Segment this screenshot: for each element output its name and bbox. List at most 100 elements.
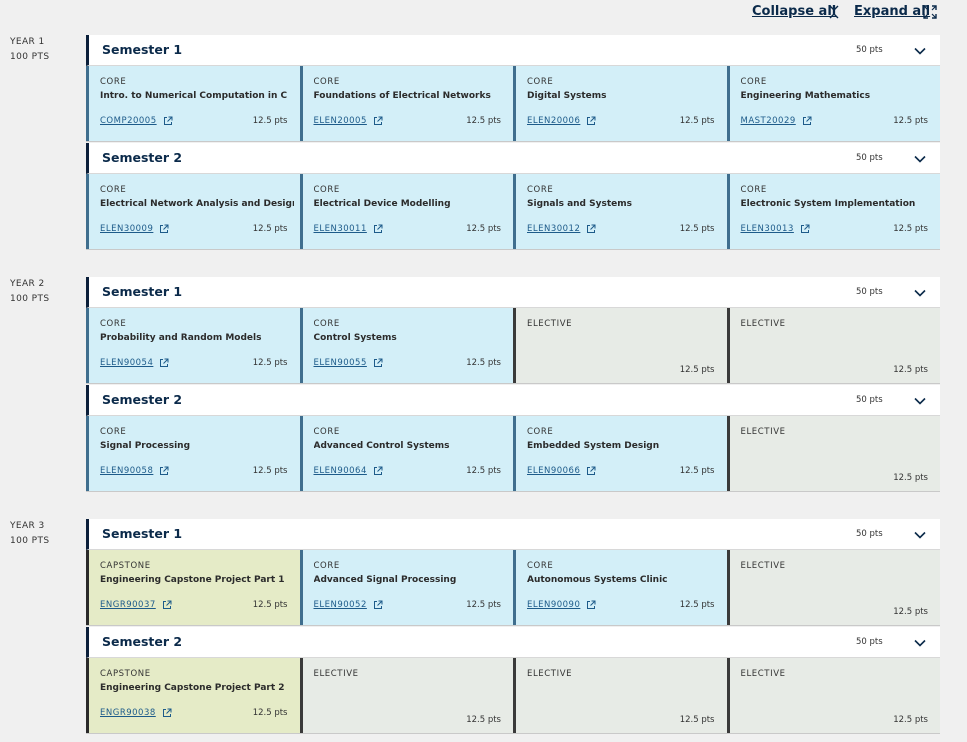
subject-name: Electrical Network Analysis and Design <box>100 199 294 209</box>
subject-points: 12.5 pts <box>679 466 715 476</box>
subject-type: CORE <box>313 185 340 195</box>
subject-code-link[interactable]: ENGR90037 <box>100 600 156 610</box>
subject-card-core[interactable]: CORE Signals and Systems ELEN30012 12.5 pts <box>513 174 727 249</box>
subject-card-core[interactable]: CORE Control Systems ELEN90055 12.5 pts <box>299 308 513 383</box>
subject-card-core[interactable]: CORE Intro. to Numerical Computation in C… <box>86 66 300 141</box>
subject-points: 12.5 pts <box>893 715 928 725</box>
subject-code-link[interactable]: ELEN90055 <box>313 358 367 368</box>
subject-name: Advanced Signal Processing <box>313 575 457 585</box>
subject-name: Embedded System Design <box>527 441 660 451</box>
subject-card-core[interactable]: CORE Advanced Signal Processing ELEN90052 1… <box>299 550 513 625</box>
subject-card-core[interactable]: CORE Foundations of Electrical Networks EL… <box>299 66 513 141</box>
chevron-down-icon[interactable] <box>913 394 927 408</box>
subject-card-core[interactable]: CORE Embedded System Design ELEN90066 12.5 … <box>513 416 727 491</box>
subject-name: Foundations of Electrical Networks <box>313 91 491 101</box>
subject-code-link[interactable]: ELEN30009 <box>100 224 154 234</box>
external-link-icon[interactable] <box>373 116 383 126</box>
year-points: 100 PTS <box>10 52 50 62</box>
subject-card-core[interactable]: CORE Digital Systems ELEN20006 12.5 pts <box>513 66 727 141</box>
semester-header[interactable]: Semester 2 50 pts <box>86 143 940 174</box>
year-label: YEAR 3 100 PTS <box>10 519 49 549</box>
chevron-down-icon[interactable] <box>913 152 927 166</box>
external-link-icon[interactable] <box>159 224 169 234</box>
year-title: YEAR 3 <box>10 521 45 531</box>
subject-card-core[interactable]: CORE Electrical Network Analysis and Desi… <box>86 174 300 249</box>
semester-header[interactable]: Semester 2 50 pts <box>86 627 940 658</box>
subject-card-elective: ELECTIVE 12.5 pts <box>513 658 727 733</box>
external-link-icon[interactable] <box>586 116 596 126</box>
subject-card-core[interactable]: CORE Signal Processing ELEN90058 12.5 pts <box>86 416 300 491</box>
expand-arrows-icon[interactable] <box>922 4 938 20</box>
subject-card-elective: ELECTIVE 12.5 pts <box>726 308 940 383</box>
collapse-all-button[interactable]: Collapse all <box>752 4 837 19</box>
semester-section: Semester 2 50 pts CORE Signal Processing ELE… <box>86 385 940 492</box>
semester-title: Semester 1 <box>102 42 183 57</box>
subject-points: 12.5 pts <box>466 600 501 610</box>
external-link-icon[interactable] <box>800 224 810 234</box>
subject-card-elective: ELECTIVE 12.5 pts <box>726 658 940 733</box>
subject-code-link[interactable]: ELEN30013 <box>740 224 794 234</box>
year-points: 100 PTS <box>10 294 50 304</box>
subject-card-core[interactable]: CORE Advanced Control Systems ELEN90064 12.… <box>299 416 513 491</box>
subject-code-link[interactable]: COMP20005 <box>100 116 157 126</box>
subject-code-link[interactable]: ELEN90066 <box>527 466 581 476</box>
semester-points: 50 pts <box>856 637 883 647</box>
semester-header[interactable]: Semester 1 50 pts <box>86 519 940 550</box>
subject-code-link[interactable]: ELEN30012 <box>527 224 581 234</box>
chevron-down-icon[interactable] <box>913 44 927 58</box>
subject-code-link[interactable]: ELEN90052 <box>313 600 367 610</box>
subject-type: CAPSTONE <box>100 561 151 571</box>
semester-header[interactable]: Semester 1 50 pts <box>86 277 940 308</box>
semester-header[interactable]: Semester 1 50 pts <box>86 35 940 66</box>
external-link-icon[interactable] <box>373 358 383 368</box>
subject-code-link[interactable]: ELEN30011 <box>313 224 367 234</box>
subject-points: 12.5 pts <box>252 224 288 234</box>
external-link-icon[interactable] <box>586 224 596 234</box>
external-link-icon[interactable] <box>586 600 596 610</box>
chevron-down-icon[interactable] <box>913 528 927 542</box>
subject-row: CORE Signal Processing ELEN90058 12.5 pts CO… <box>86 416 940 492</box>
external-link-icon[interactable] <box>162 600 172 610</box>
semester-points: 50 pts <box>856 45 883 55</box>
subject-points: 12.5 pts <box>679 715 715 725</box>
subject-card-capstone[interactable]: CAPSTONE Engineering Capstone Project Par… <box>86 658 300 733</box>
external-link-icon[interactable] <box>373 600 383 610</box>
subject-type: CORE <box>100 319 127 329</box>
external-link-icon[interactable] <box>373 466 383 476</box>
subject-code-link[interactable]: ELEN90058 <box>100 466 154 476</box>
subject-code-link[interactable]: ELEN90090 <box>527 600 581 610</box>
collapse-arrows-icon[interactable] <box>826 4 842 20</box>
chevron-down-icon[interactable] <box>913 286 927 300</box>
external-link-icon[interactable] <box>163 116 173 126</box>
subject-code-link[interactable]: ELEN90064 <box>313 466 367 476</box>
subject-code-link[interactable]: ELEN20006 <box>527 116 581 126</box>
subject-row: CAPSTONE Engineering Capstone Project Par… <box>86 550 940 626</box>
subject-type: CORE <box>527 427 554 437</box>
semester-title: Semester 1 <box>102 284 183 299</box>
subject-code-link[interactable]: ENGR90038 <box>100 708 156 718</box>
subject-name: Signals and Systems <box>527 199 632 209</box>
chevron-down-icon[interactable] <box>913 636 927 650</box>
expand-all-button[interactable]: Expand all <box>854 4 931 19</box>
subject-card-core[interactable]: CORE Electronic System Implementation ELEN… <box>726 174 940 249</box>
external-link-icon[interactable] <box>802 116 812 126</box>
semester-points: 50 pts <box>856 395 883 405</box>
subject-code-link[interactable]: MAST20029 <box>740 116 796 126</box>
subject-card-core[interactable]: CORE Engineering Mathematics MAST20029 12.5… <box>726 66 940 141</box>
subject-card-capstone[interactable]: CAPSTONE Engineering Capstone Project Par… <box>86 550 300 625</box>
external-link-icon[interactable] <box>162 708 172 718</box>
subject-card-core[interactable]: CORE Electrical Device Modelling ELEN30011… <box>299 174 513 249</box>
external-link-icon[interactable] <box>373 224 383 234</box>
external-link-icon[interactable] <box>159 358 169 368</box>
subject-code-link[interactable]: ELEN90054 <box>100 358 154 368</box>
semester-section: Semester 1 50 pts CORE Intro. to Numerical … <box>86 35 940 142</box>
semester-header[interactable]: Semester 2 50 pts <box>86 385 940 416</box>
subject-code-link[interactable]: ELEN20005 <box>313 116 367 126</box>
subject-card-elective: ELECTIVE 12.5 pts <box>513 308 727 383</box>
subject-type: ELECTIVE <box>740 561 786 571</box>
external-link-icon[interactable] <box>159 466 169 476</box>
subject-card-core[interactable]: CORE Probability and Random Models ELEN900… <box>86 308 300 383</box>
external-link-icon[interactable] <box>586 466 596 476</box>
subject-card-core[interactable]: CORE Autonomous Systems Clinic ELEN90090 12… <box>513 550 727 625</box>
subject-type: CORE <box>100 77 127 87</box>
